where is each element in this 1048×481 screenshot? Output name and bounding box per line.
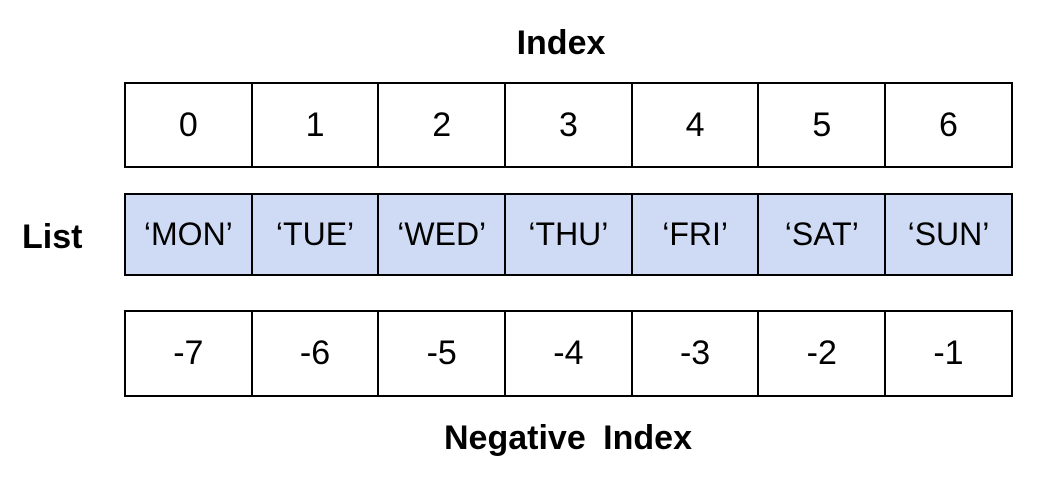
list-label: List — [22, 218, 83, 256]
list-cell: ‘MON’ — [126, 195, 253, 274]
index-cell: 0 — [126, 84, 253, 166]
list-cell: ‘TUE’ — [252, 195, 380, 274]
negative-index-row: -7 -6 -5 -4 -3 -2 -1 — [124, 310, 1013, 397]
list-row: ‘MON’ ‘TUE’ ‘WED’ ‘THU’ ‘FRI’ ‘SAT’ ‘SUN… — [124, 193, 1013, 276]
index-cell: 2 — [379, 84, 507, 166]
list-cell: ‘SUN’ — [886, 195, 1013, 274]
index-cell: 3 — [506, 84, 633, 166]
negative-index-cell: -6 — [253, 312, 380, 395]
negative-index-cell: -1 — [886, 312, 1013, 395]
list-cell: ‘FRI’ — [632, 195, 760, 274]
index-title: Index — [516, 24, 606, 62]
list-cell: ‘THU’ — [506, 195, 633, 274]
negative-index-cell: -5 — [379, 312, 507, 395]
index-row: 0 1 2 3 4 5 6 — [124, 82, 1013, 168]
negative-index-title: Negative Index — [444, 419, 692, 457]
index-cell: 4 — [633, 84, 760, 166]
negative-index-cell: -2 — [759, 312, 887, 395]
list-cell: ‘WED’ — [379, 195, 507, 274]
negative-index-cell: -3 — [633, 312, 760, 395]
negative-index-cell: -7 — [126, 312, 253, 395]
index-cell: 5 — [759, 84, 887, 166]
index-cell: 6 — [886, 84, 1013, 166]
list-cell: ‘SAT’ — [759, 195, 887, 274]
index-cell: 1 — [253, 84, 380, 166]
negative-index-cell: -4 — [506, 312, 633, 395]
